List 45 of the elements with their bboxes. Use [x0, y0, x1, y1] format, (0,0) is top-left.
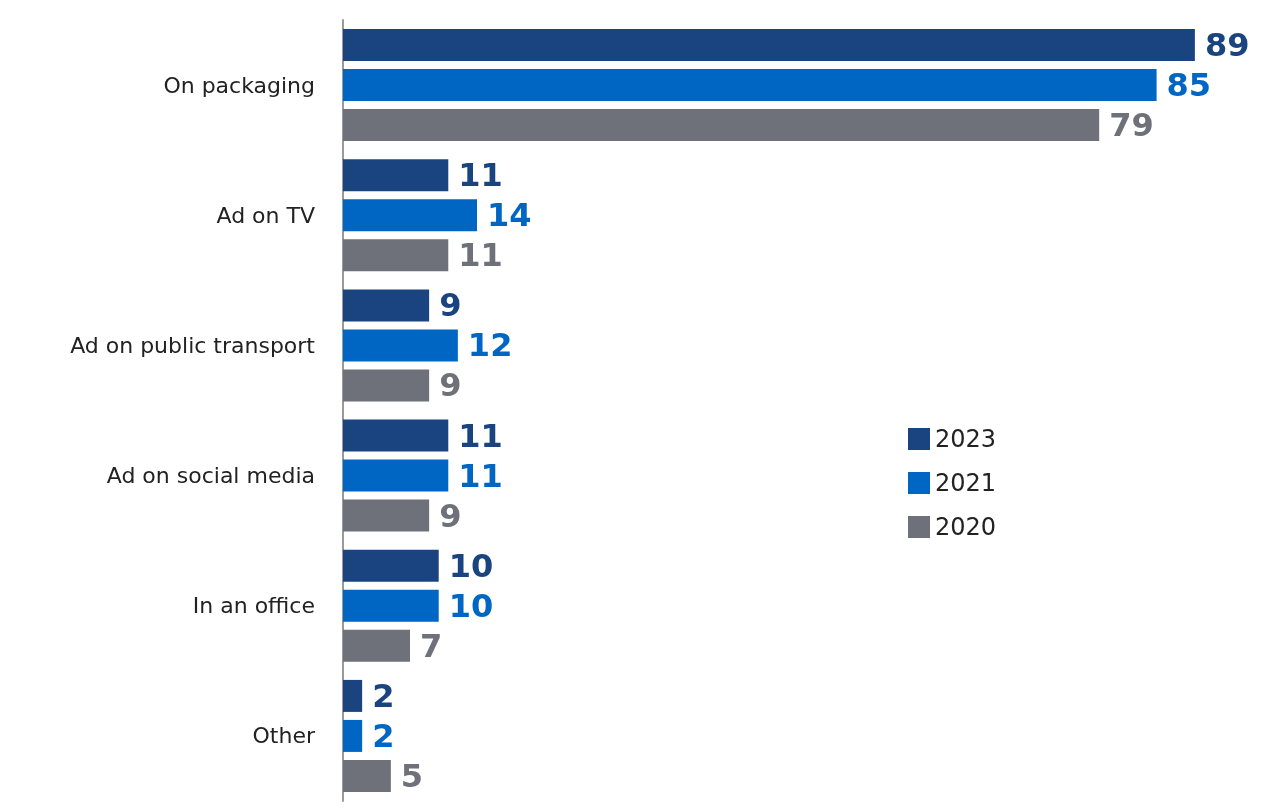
data-label: 9 — [439, 496, 462, 535]
y-tick-label: Ad on TV — [216, 202, 315, 228]
bar — [343, 369, 430, 402]
bar — [343, 199, 477, 232]
data-label: 14 — [487, 196, 532, 235]
legend-label: 2020 — [935, 513, 997, 541]
bar — [343, 419, 449, 452]
data-label: 79 — [1109, 106, 1154, 145]
bar — [343, 459, 449, 492]
data-label: 12 — [467, 326, 513, 365]
y-tick-label: Ad on public transport — [70, 332, 316, 358]
bar — [343, 759, 391, 792]
bar — [343, 499, 430, 532]
bar — [343, 109, 1100, 142]
bar — [343, 329, 458, 362]
data-label: 5 — [400, 756, 424, 795]
bar — [343, 549, 439, 582]
data-label: 7 — [420, 626, 443, 665]
bar — [343, 69, 1157, 102]
y-tick-label: On packaging — [163, 72, 315, 98]
data-label: 85 — [1166, 66, 1212, 105]
data-label: 10 — [448, 546, 494, 585]
data-label: 11 — [458, 416, 503, 455]
bar — [343, 719, 363, 752]
bar — [343, 589, 439, 622]
data-label: 9 — [439, 366, 462, 405]
bar — [343, 239, 449, 272]
y-tick-label: Ad on social media — [106, 463, 315, 489]
data-label: 11 — [458, 236, 503, 275]
data-label: 2 — [372, 676, 395, 715]
bar — [343, 679, 363, 712]
legend-label: 2023 — [935, 425, 997, 453]
data-label: 10 — [448, 586, 494, 625]
bar — [343, 29, 1195, 62]
data-label: 2 — [372, 716, 395, 755]
bar — [343, 159, 449, 192]
data-label: 89 — [1204, 26, 1250, 65]
legend-label: 2021 — [935, 469, 997, 497]
data-label: 11 — [458, 156, 503, 195]
data-label: 9 — [439, 286, 462, 325]
bar — [343, 289, 430, 322]
bar — [343, 629, 410, 662]
data-label: 11 — [458, 456, 503, 495]
y-tick-label: Other — [252, 723, 316, 749]
y-tick-label: In an office — [192, 593, 315, 619]
